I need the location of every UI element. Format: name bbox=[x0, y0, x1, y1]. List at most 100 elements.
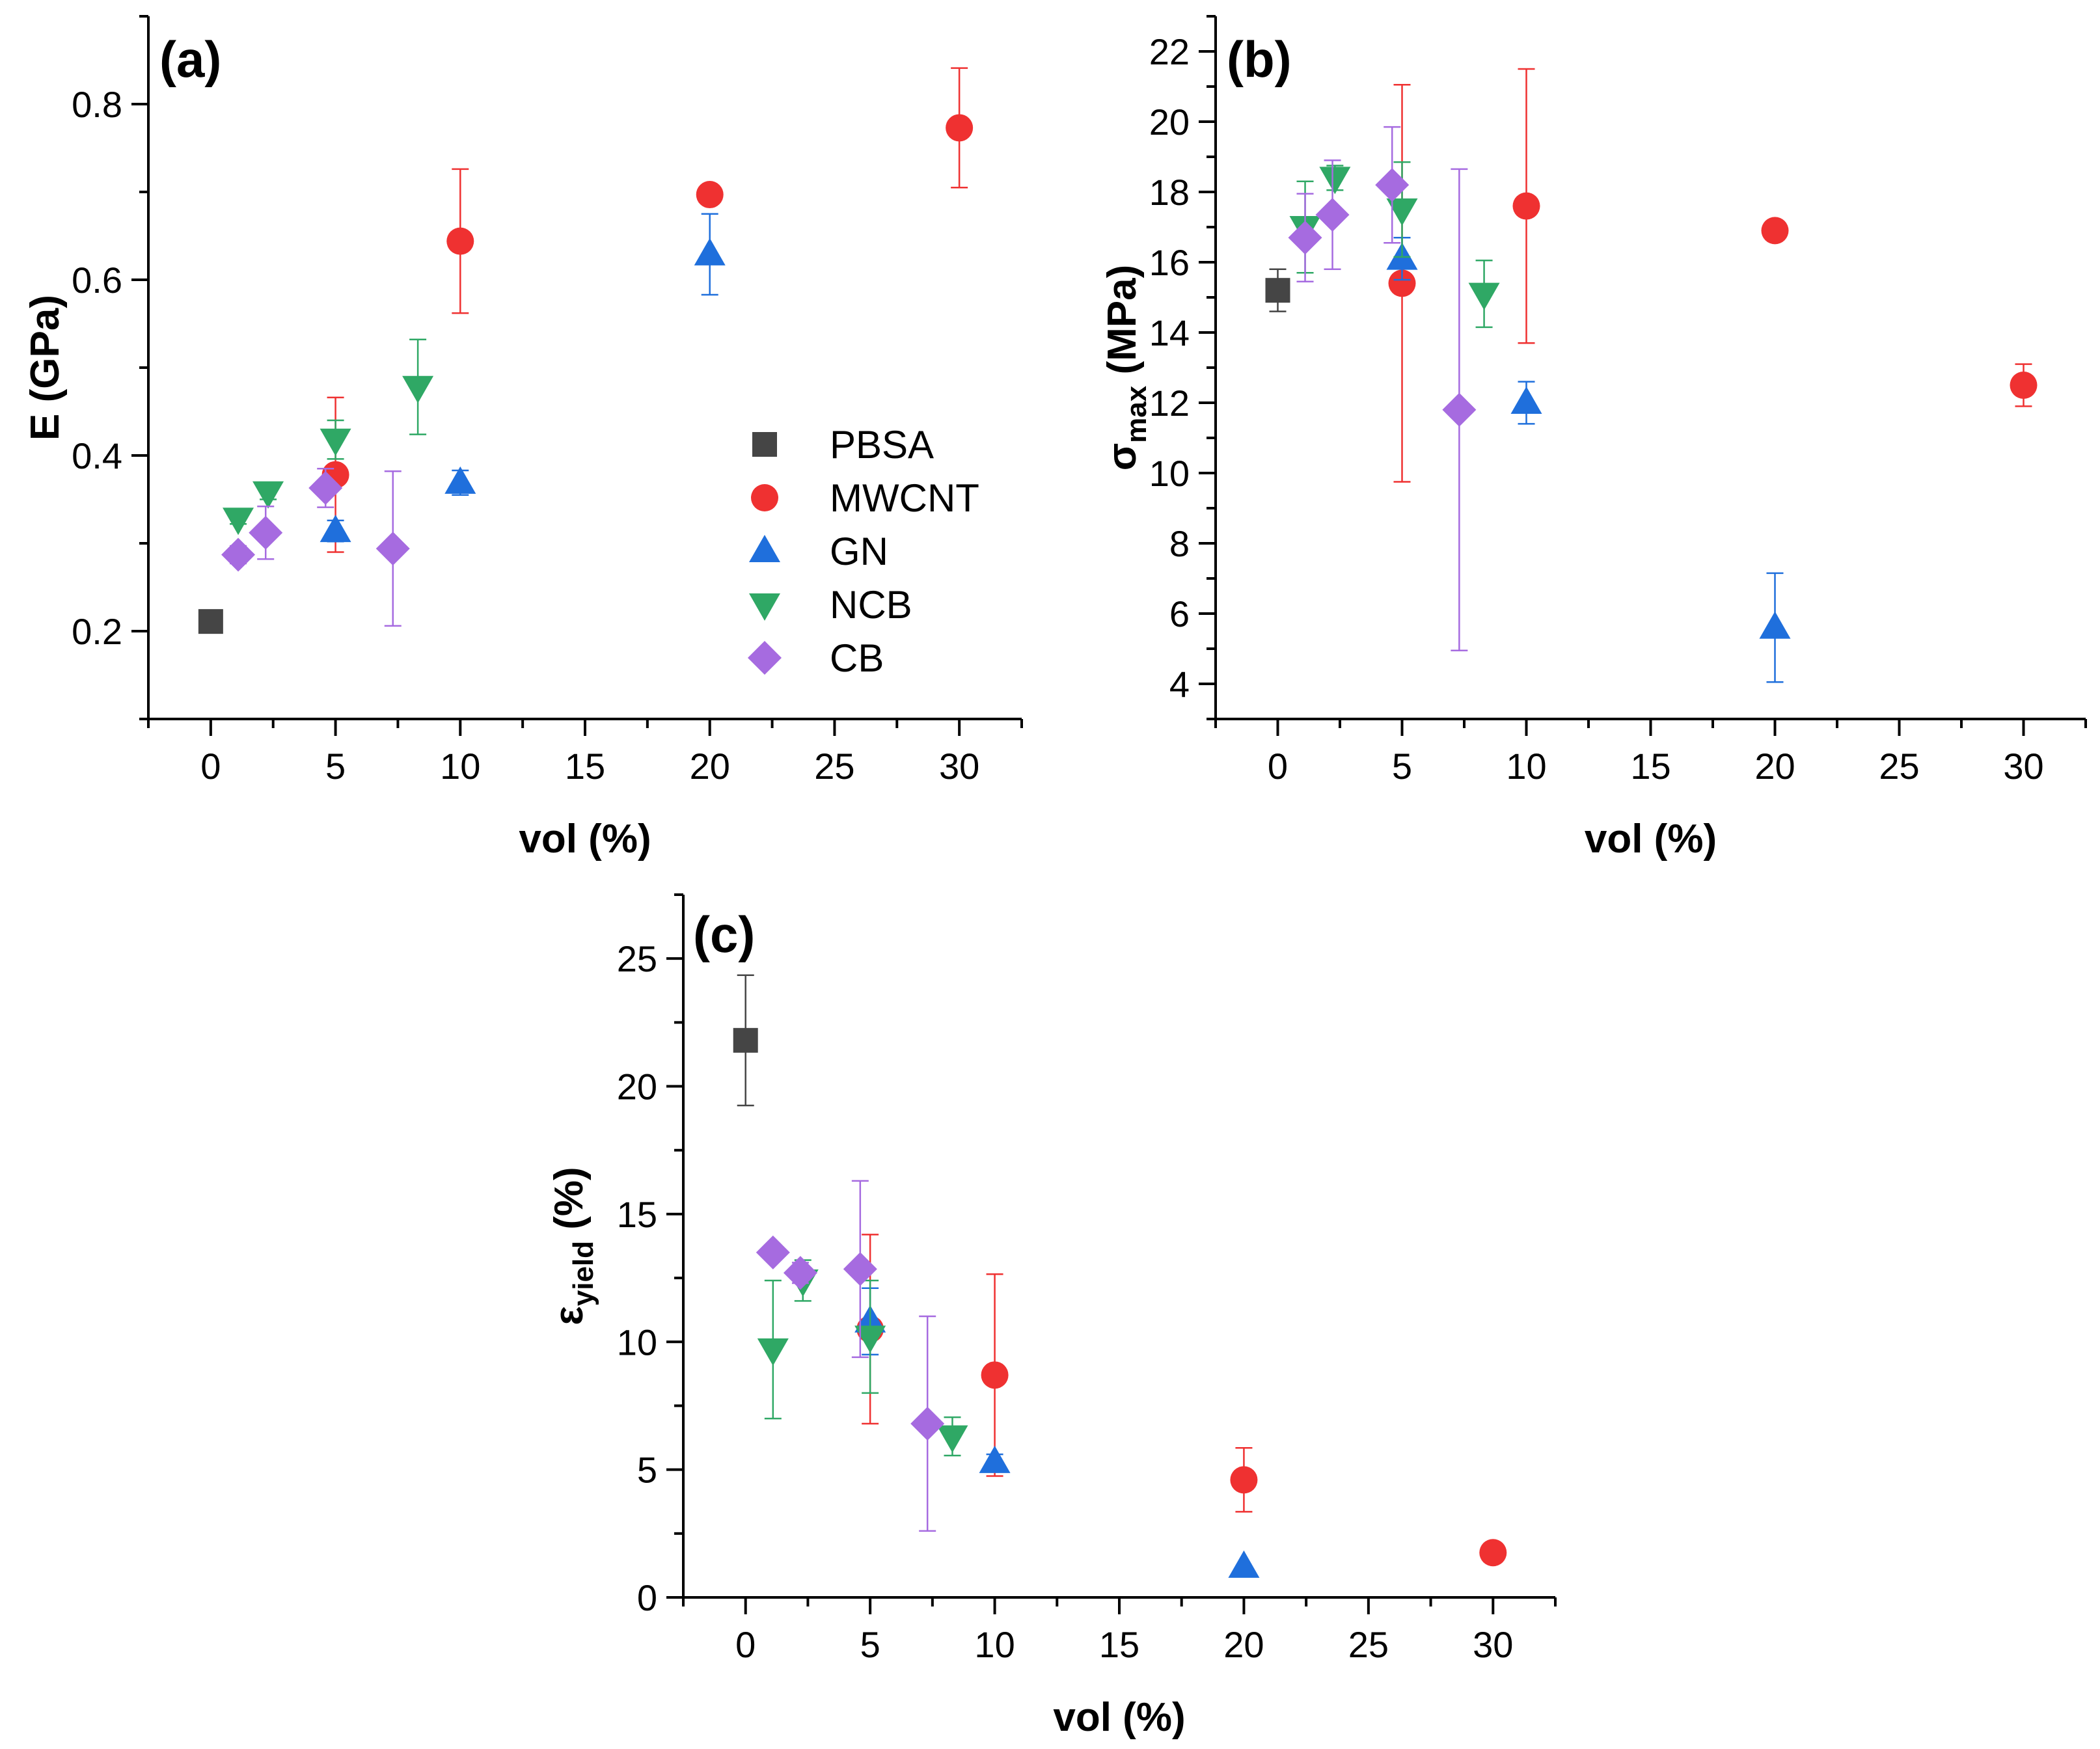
data-point-gn bbox=[320, 515, 351, 543]
x-tick-label: 0 bbox=[200, 746, 221, 787]
legend-label-ncb: NCB bbox=[830, 583, 912, 627]
series-gn bbox=[320, 213, 726, 543]
data-point-mwcnt bbox=[696, 181, 724, 209]
data-point-mwcnt bbox=[1479, 1539, 1507, 1567]
series-gn bbox=[1386, 236, 1791, 683]
x-tick-label: 10 bbox=[440, 746, 480, 787]
y-tick-label: 15 bbox=[617, 1194, 657, 1235]
data-point-pbsa bbox=[198, 609, 223, 634]
y-axis-title: εyield (%) bbox=[547, 1167, 599, 1325]
x-tick-label: 0 bbox=[1268, 746, 1288, 787]
series-ncb bbox=[223, 338, 434, 536]
y-tick-label: 16 bbox=[1149, 242, 1190, 283]
data-point-cb bbox=[221, 537, 256, 572]
data-point-mwcnt bbox=[946, 114, 974, 142]
data-point-cb bbox=[1288, 221, 1322, 255]
panel-label: (a) bbox=[159, 31, 221, 88]
data-point-cb bbox=[249, 515, 283, 550]
data-point-pbsa bbox=[733, 1027, 758, 1053]
data-point-gn bbox=[979, 1445, 1011, 1473]
y-axis-title: E (GPa) bbox=[23, 295, 68, 441]
series-cb bbox=[756, 1180, 945, 1532]
legend-label-pbsa: PBSA bbox=[830, 423, 934, 467]
y-tick-label: 5 bbox=[637, 1450, 657, 1491]
data-point-cb bbox=[843, 1252, 877, 1286]
series-pbsa bbox=[198, 609, 223, 634]
series-gn bbox=[854, 1287, 1260, 1578]
data-point-mwcnt bbox=[446, 227, 474, 255]
data-point-ncb bbox=[402, 375, 434, 403]
y-tick-label: 25 bbox=[617, 938, 657, 979]
data-point-gn bbox=[1510, 386, 1542, 414]
data-point-mwcnt bbox=[1512, 192, 1540, 220]
y-tick-label: 18 bbox=[1149, 172, 1190, 213]
x-tick-label: 25 bbox=[1879, 746, 1919, 787]
x-tick-label: 15 bbox=[565, 746, 605, 787]
data-point-gn bbox=[444, 466, 476, 494]
data-point-ncb bbox=[1319, 167, 1351, 195]
panel-label: (c) bbox=[693, 906, 755, 963]
x-tick-label: 10 bbox=[1506, 746, 1546, 787]
data-point-ncb bbox=[1468, 282, 1500, 310]
series-cb bbox=[221, 468, 410, 627]
data-point-ncb bbox=[252, 481, 284, 509]
y-tick-label: 0.6 bbox=[72, 260, 122, 301]
y-tick-label: 10 bbox=[617, 1322, 657, 1363]
x-tick-label: 20 bbox=[690, 746, 730, 787]
y-tick-label: 0.4 bbox=[72, 435, 122, 476]
x-tick-label: 20 bbox=[1223, 1624, 1264, 1665]
data-point-ncb bbox=[936, 1425, 968, 1453]
series-mwcnt bbox=[856, 1234, 1507, 1567]
y-tick-label: 0 bbox=[637, 1577, 657, 1618]
y-tick-label: 20 bbox=[617, 1066, 657, 1107]
x-axis-title: vol (%) bbox=[1585, 817, 1717, 861]
legend: PBSA MWCNT GN NCB CB bbox=[748, 423, 979, 680]
data-point-mwcnt bbox=[2010, 372, 2038, 399]
panel-c: 0 5 10 15 20 25 30 0 5 10 15 20 25 (c) vol (%) εyield (… bbox=[547, 893, 1557, 1740]
data-point-ncb bbox=[854, 1325, 886, 1353]
data-point-gn bbox=[1759, 611, 1791, 639]
x-tick-label: 0 bbox=[735, 1624, 756, 1665]
x-tick-label: 5 bbox=[1392, 746, 1412, 787]
data-point-cb bbox=[1315, 198, 1350, 232]
legend-label-gn: GN bbox=[830, 530, 888, 573]
y-tick-label: 22 bbox=[1149, 31, 1190, 72]
data-point-ncb bbox=[1386, 198, 1418, 226]
x-tick-label: 20 bbox=[1754, 746, 1795, 787]
y-tick-label: 0.2 bbox=[72, 611, 122, 652]
legend-marker-mwcnt bbox=[751, 484, 778, 511]
y-axis-title: σmax (MPa) bbox=[1100, 265, 1152, 471]
data-point-mwcnt bbox=[981, 1361, 1009, 1389]
x-tick-label: 30 bbox=[2003, 746, 2043, 787]
x-tick-label: 15 bbox=[1099, 1624, 1139, 1665]
series-cb bbox=[1288, 126, 1477, 651]
data-point-ncb bbox=[223, 508, 254, 536]
x-tick-label: 5 bbox=[325, 746, 346, 787]
x-tick-label: 15 bbox=[1630, 746, 1670, 787]
legend-label-mwcnt: MWCNT bbox=[830, 476, 979, 520]
panel-label: (b) bbox=[1227, 31, 1292, 88]
y-tick-label: 20 bbox=[1149, 102, 1190, 142]
y-tick-label: 10 bbox=[1149, 453, 1190, 494]
legend-marker-cb bbox=[748, 641, 782, 675]
legend-marker-gn bbox=[749, 535, 780, 562]
y-tick-label: 14 bbox=[1149, 312, 1190, 353]
data-point-cb bbox=[375, 532, 410, 566]
data-point-cb bbox=[1375, 168, 1410, 202]
data-point-cb bbox=[308, 470, 343, 505]
data-point-ncb bbox=[757, 1338, 789, 1366]
data-point-cb bbox=[910, 1406, 945, 1441]
series-mwcnt bbox=[1388, 68, 2038, 483]
data-point-cb bbox=[1442, 392, 1477, 427]
x-axis-title: vol (%) bbox=[1053, 1695, 1185, 1740]
y-tick-label: 0.8 bbox=[72, 84, 122, 125]
data-point-cb bbox=[783, 1256, 817, 1290]
data-point-gn bbox=[694, 237, 726, 265]
y-tick-label: 8 bbox=[1169, 523, 1190, 564]
x-tick-label: 30 bbox=[939, 746, 979, 787]
x-tick-label: 25 bbox=[1348, 1624, 1389, 1665]
series-pbsa bbox=[1265, 268, 1290, 312]
x-tick-label: 30 bbox=[1473, 1624, 1513, 1665]
x-tick-label: 10 bbox=[974, 1624, 1015, 1665]
